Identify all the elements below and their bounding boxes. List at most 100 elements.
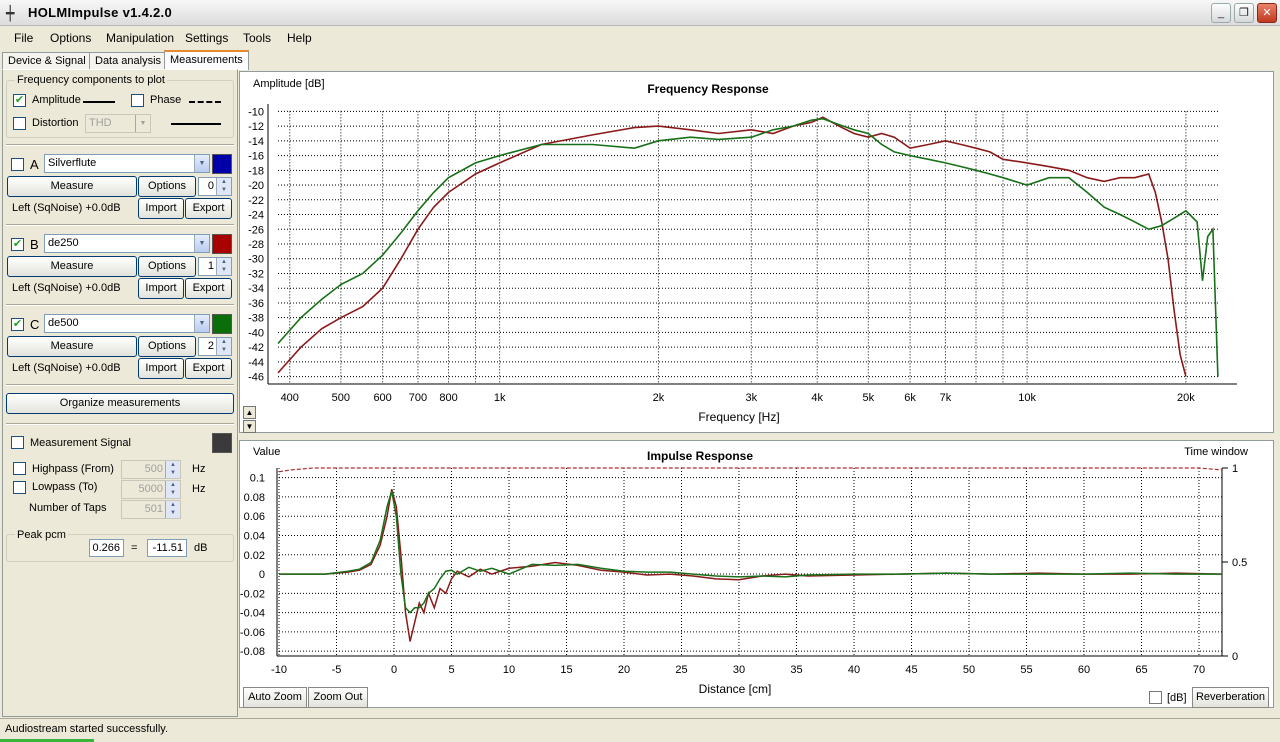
measurement-c-index-stepper[interactable]: 2 ▲ ▼ xyxy=(198,337,232,356)
imp-y-tick-label: 0.08 xyxy=(244,492,265,504)
measurement-b-measure-button[interactable]: Measure xyxy=(7,256,137,277)
measurement-c-checkbox[interactable]: ✔ xyxy=(11,318,24,331)
measurement-a-measure-button[interactable]: Measure xyxy=(7,176,137,197)
measurement-b-checkbox[interactable]: ✔ xyxy=(11,238,24,251)
zoom-out-button[interactable]: Zoom Out xyxy=(308,687,368,708)
imp-y2-tick-label: 0.5 xyxy=(1232,557,1247,569)
menu-options[interactable]: Options xyxy=(50,31,92,45)
close-button[interactable]: ✕ xyxy=(1257,3,1277,23)
imp-x-tick-label: 60 xyxy=(1078,664,1090,676)
chevron-up-icon[interactable]: ▲ xyxy=(243,406,256,419)
measurement-c-letter: C xyxy=(30,317,40,332)
tab-bar: Device & Signal Data analysis Measuremen… xyxy=(0,50,249,70)
lowpass-checkbox[interactable] xyxy=(13,481,26,494)
amplitude-label: Amplitude xyxy=(32,94,81,106)
measurement-c-index-value: 2 xyxy=(207,340,214,352)
measurement-a-import-button[interactable]: Import xyxy=(138,198,184,219)
peak-db-unit: dB xyxy=(194,542,208,554)
lowpass-label: Lowpass (To) xyxy=(32,481,98,493)
imp-y-tick-label: 0.04 xyxy=(244,530,265,542)
chevron-down-icon[interactable]: ▼ xyxy=(243,420,256,433)
measurement-b-export-button[interactable]: Export xyxy=(185,278,232,299)
menu-manipulation[interactable]: Manipulation xyxy=(106,31,175,45)
measurement-b-import-button[interactable]: Import xyxy=(138,278,184,299)
measurement-a-options-button[interactable]: Options xyxy=(138,176,196,197)
highpass-stepper[interactable]: 500 ▲ ▼ xyxy=(121,460,181,479)
frequency-response-panel: Amplitude [dB] Frequency Response Freque… xyxy=(239,71,1274,433)
divider xyxy=(6,144,234,146)
tab-measurements[interactable]: Measurements xyxy=(164,50,249,70)
spin-arrows-icon[interactable]: ▲ ▼ xyxy=(216,338,231,355)
measurement-signal-label: Measurement Signal xyxy=(30,437,131,449)
measurement-b-name[interactable]: de250 ▼ xyxy=(44,234,210,253)
imp-x-tick-label: 35 xyxy=(790,664,802,676)
amplitude-checkbox[interactable]: ✔ xyxy=(13,94,26,107)
measurement-a-index-stepper[interactable]: 0 ▲ ▼ xyxy=(198,177,232,196)
freq-x-tick-label: 700 xyxy=(409,392,427,404)
measurement-b-options-button[interactable]: Options xyxy=(138,256,196,277)
organize-measurements-button[interactable]: Organize measurements xyxy=(6,393,234,414)
db-label: [dB] xyxy=(1167,692,1187,704)
measurement-a-checkbox[interactable] xyxy=(11,158,24,171)
measurements-panel: Frequency components to plot ✔ Amplitude… xyxy=(2,69,238,717)
measurement-b-index-stepper[interactable]: 1 ▲ ▼ xyxy=(198,257,232,276)
measurement-a-name[interactable]: Silverflute ▼ xyxy=(44,154,210,173)
spin-arrows-icon[interactable]: ▲ ▼ xyxy=(165,501,180,518)
measurement-a-color-swatch[interactable] xyxy=(212,154,232,174)
measurement-signal-color-swatch[interactable] xyxy=(212,433,232,453)
imp-x-tick-label: 30 xyxy=(733,664,745,676)
menu-help[interactable]: Help xyxy=(287,31,312,45)
freq-y-tick-label: -20 xyxy=(248,180,264,192)
imp-y2-tick-label: 0 xyxy=(1232,651,1238,663)
freq-series-de500 xyxy=(277,117,1219,377)
measurement-signal-checkbox[interactable] xyxy=(11,436,24,449)
measurement-c-measure-button[interactable]: Measure xyxy=(7,336,137,357)
spin-arrows-icon[interactable]: ▲ ▼ xyxy=(165,481,180,498)
measurement-c-color-swatch[interactable] xyxy=(212,314,232,334)
divider xyxy=(6,224,234,226)
peak-pcm-value: 0.266 xyxy=(89,539,124,557)
minimize-button[interactable]: _ xyxy=(1211,3,1231,23)
measurement-c-export-button[interactable]: Export xyxy=(185,358,232,379)
freq-y-tick-label: -40 xyxy=(248,327,264,339)
tab-device-signal[interactable]: Device & Signal xyxy=(2,52,92,70)
menu-settings[interactable]: Settings xyxy=(185,31,229,45)
imp-y-tick-label: -0.02 xyxy=(240,588,265,600)
spin-arrows-icon[interactable]: ▲ ▼ xyxy=(216,258,231,275)
highpass-checkbox[interactable] xyxy=(13,462,26,475)
maximize-button[interactable]: ❐ xyxy=(1234,3,1254,23)
distortion-checkbox[interactable] xyxy=(13,117,26,130)
auto-zoom-button[interactable]: Auto Zoom xyxy=(243,687,307,708)
frequency-response-chart[interactable]: Amplitude [dB] Frequency Response Freque… xyxy=(240,72,1273,432)
freq-x-tick-label: 20k xyxy=(1177,392,1195,404)
reverberation-button[interactable]: Reverberation xyxy=(1192,687,1269,708)
taps-stepper[interactable]: 501 ▲ ▼ xyxy=(121,500,181,519)
menu-file[interactable]: File xyxy=(14,31,34,45)
freq-y-tick-label: -28 xyxy=(248,239,264,251)
distortion-type-select[interactable]: THD ▼ xyxy=(85,114,151,133)
phase-line-sample xyxy=(189,101,221,103)
measurement-c-name-value: de500 xyxy=(48,317,79,329)
freq-y-axis-label: Amplitude [dB] xyxy=(253,78,325,90)
measurement-a-export-button[interactable]: Export xyxy=(185,198,232,219)
app-icon: ┿ xyxy=(6,5,15,21)
db-checkbox[interactable] xyxy=(1149,691,1162,704)
measurement-c-options-button[interactable]: Options xyxy=(138,336,196,357)
spin-arrows-icon[interactable]: ▲ ▼ xyxy=(216,178,231,195)
highpass-value: 500 xyxy=(144,463,163,475)
freq-x-axis-label: Frequency [Hz] xyxy=(698,410,779,424)
imp-y-tick-label: -0.08 xyxy=(240,646,265,658)
phase-checkbox[interactable] xyxy=(131,94,144,107)
status-progress xyxy=(0,739,94,742)
spin-arrows-icon[interactable]: ▲ ▼ xyxy=(165,461,180,478)
impulse-response-chart[interactable]: Value Time window Impulse Response Dista… xyxy=(240,441,1273,707)
lowpass-stepper[interactable]: 5000 ▲ ▼ xyxy=(121,480,181,499)
menu-tools[interactable]: Tools xyxy=(243,31,272,45)
measurement-c-name[interactable]: de500 ▼ xyxy=(44,314,210,333)
tab-data-analysis[interactable]: Data analysis xyxy=(89,52,168,70)
freq-x-tick-label: 500 xyxy=(332,392,350,404)
measurement-c-import-button[interactable]: Import xyxy=(138,358,184,379)
lowpass-unit: Hz xyxy=(192,483,206,495)
highpass-unit: Hz xyxy=(192,463,206,475)
measurement-b-color-swatch[interactable] xyxy=(212,234,232,254)
